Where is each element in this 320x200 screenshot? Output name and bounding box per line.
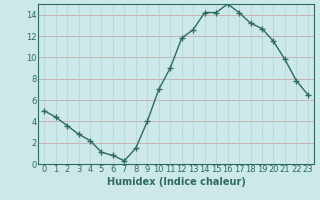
X-axis label: Humidex (Indice chaleur): Humidex (Indice chaleur) [107, 177, 245, 187]
